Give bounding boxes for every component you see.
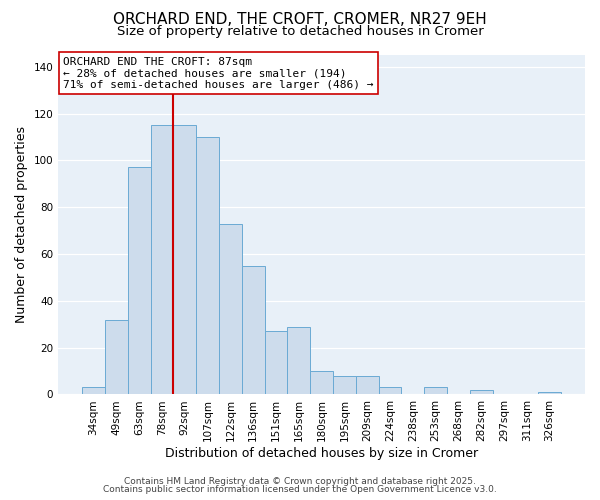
Text: Contains public sector information licensed under the Open Government Licence v3: Contains public sector information licen… bbox=[103, 485, 497, 494]
Text: Contains HM Land Registry data © Crown copyright and database right 2025.: Contains HM Land Registry data © Crown c… bbox=[124, 477, 476, 486]
Bar bbox=[219, 224, 242, 394]
Text: Size of property relative to detached houses in Cromer: Size of property relative to detached ho… bbox=[116, 25, 484, 38]
Bar bbox=[173, 125, 196, 394]
Bar bbox=[82, 388, 105, 394]
Bar bbox=[287, 326, 310, 394]
Text: ORCHARD END, THE CROFT, CROMER, NR27 9EH: ORCHARD END, THE CROFT, CROMER, NR27 9EH bbox=[113, 12, 487, 28]
Text: ORCHARD END THE CROFT: 87sqm
← 28% of detached houses are smaller (194)
71% of s: ORCHARD END THE CROFT: 87sqm ← 28% of de… bbox=[64, 56, 374, 90]
X-axis label: Distribution of detached houses by size in Cromer: Distribution of detached houses by size … bbox=[165, 447, 478, 460]
Y-axis label: Number of detached properties: Number of detached properties bbox=[15, 126, 28, 323]
Bar bbox=[356, 376, 379, 394]
Bar bbox=[538, 392, 561, 394]
Bar bbox=[105, 320, 128, 394]
Bar bbox=[424, 388, 447, 394]
Bar bbox=[196, 137, 219, 394]
Bar bbox=[333, 376, 356, 394]
Bar bbox=[310, 371, 333, 394]
Bar bbox=[128, 168, 151, 394]
Bar bbox=[242, 266, 265, 394]
Bar bbox=[265, 331, 287, 394]
Bar bbox=[379, 388, 401, 394]
Bar bbox=[470, 390, 493, 394]
Bar bbox=[151, 125, 173, 394]
